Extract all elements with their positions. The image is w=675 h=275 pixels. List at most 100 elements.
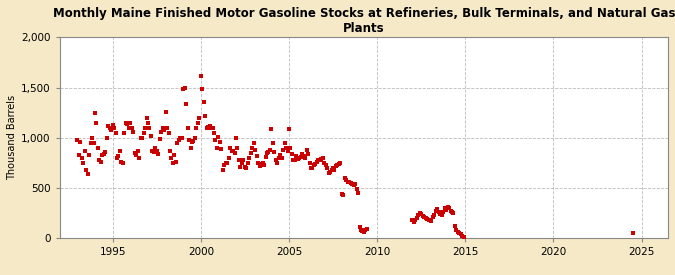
Point [277, 148, 288, 152]
Point [231, 136, 242, 140]
Point [315, 158, 325, 162]
Point [287, 152, 298, 156]
Point [117, 161, 128, 165]
Point [294, 156, 304, 160]
Point [142, 120, 153, 125]
Point [151, 148, 162, 153]
Point [72, 138, 83, 142]
Point [132, 148, 143, 153]
Point [147, 148, 158, 153]
Point [247, 145, 258, 150]
Point [146, 134, 157, 138]
Point [411, 216, 422, 220]
Point [317, 156, 328, 160]
Point [336, 192, 347, 196]
Point [130, 151, 140, 155]
Point [351, 187, 362, 191]
Point [292, 157, 303, 161]
Point [422, 217, 433, 221]
Point [76, 156, 87, 160]
Point [116, 160, 127, 164]
Point [304, 161, 315, 165]
Point [451, 228, 462, 232]
Point [431, 209, 441, 213]
Point [298, 154, 309, 158]
Point [310, 162, 321, 166]
Point [288, 158, 299, 162]
Point [167, 161, 178, 165]
Point [306, 166, 317, 170]
Point [344, 180, 354, 184]
Point [340, 176, 350, 180]
Point [190, 136, 200, 140]
Point [110, 131, 121, 135]
Point [260, 155, 271, 159]
Point [426, 219, 437, 223]
Point [456, 232, 466, 236]
Point [241, 166, 252, 170]
Point [198, 100, 209, 104]
Point [263, 150, 274, 154]
Point [207, 125, 218, 130]
Point [159, 128, 169, 132]
Point [319, 161, 329, 165]
Point [165, 148, 176, 153]
Point [333, 162, 344, 166]
Point [81, 168, 92, 172]
Point [196, 73, 207, 78]
Point [99, 152, 109, 156]
Point [184, 138, 194, 142]
Point [311, 160, 322, 164]
Point [458, 235, 469, 239]
Point [259, 163, 269, 167]
Point [95, 160, 106, 164]
Y-axis label: Thousand Barrels: Thousand Barrels [7, 95, 17, 180]
Point [92, 145, 103, 150]
Point [316, 157, 327, 161]
Point [80, 148, 90, 153]
Point [335, 161, 346, 165]
Point [219, 163, 230, 167]
Point [191, 125, 202, 130]
Point [327, 166, 338, 170]
Point [414, 211, 425, 215]
Point [100, 150, 111, 154]
Point [94, 158, 105, 162]
Point [182, 125, 193, 130]
Point [97, 153, 108, 157]
Point [205, 123, 215, 128]
Point [113, 154, 124, 158]
Point [217, 168, 228, 172]
Point [163, 131, 174, 135]
Point [256, 162, 267, 166]
Point [124, 125, 134, 130]
Point [134, 156, 144, 160]
Point [115, 148, 126, 153]
Point [138, 131, 149, 135]
Point [172, 141, 183, 145]
Point [302, 152, 313, 156]
Point [356, 228, 367, 232]
Point [301, 148, 312, 152]
Point [192, 120, 203, 125]
Point [194, 116, 205, 120]
Point [276, 156, 287, 160]
Point [169, 153, 180, 157]
Point [320, 163, 331, 167]
Point [446, 209, 456, 213]
Point [341, 178, 352, 182]
Point [347, 182, 358, 186]
Point [300, 156, 310, 160]
Point [160, 109, 171, 114]
Point [170, 160, 181, 164]
Point [251, 154, 262, 158]
Point [442, 205, 453, 209]
Point [329, 168, 340, 172]
Point [215, 140, 225, 144]
Point [197, 86, 208, 91]
Point [346, 181, 356, 185]
Point [144, 125, 155, 130]
Point [416, 212, 427, 216]
Point [284, 126, 294, 131]
Point [175, 136, 186, 140]
